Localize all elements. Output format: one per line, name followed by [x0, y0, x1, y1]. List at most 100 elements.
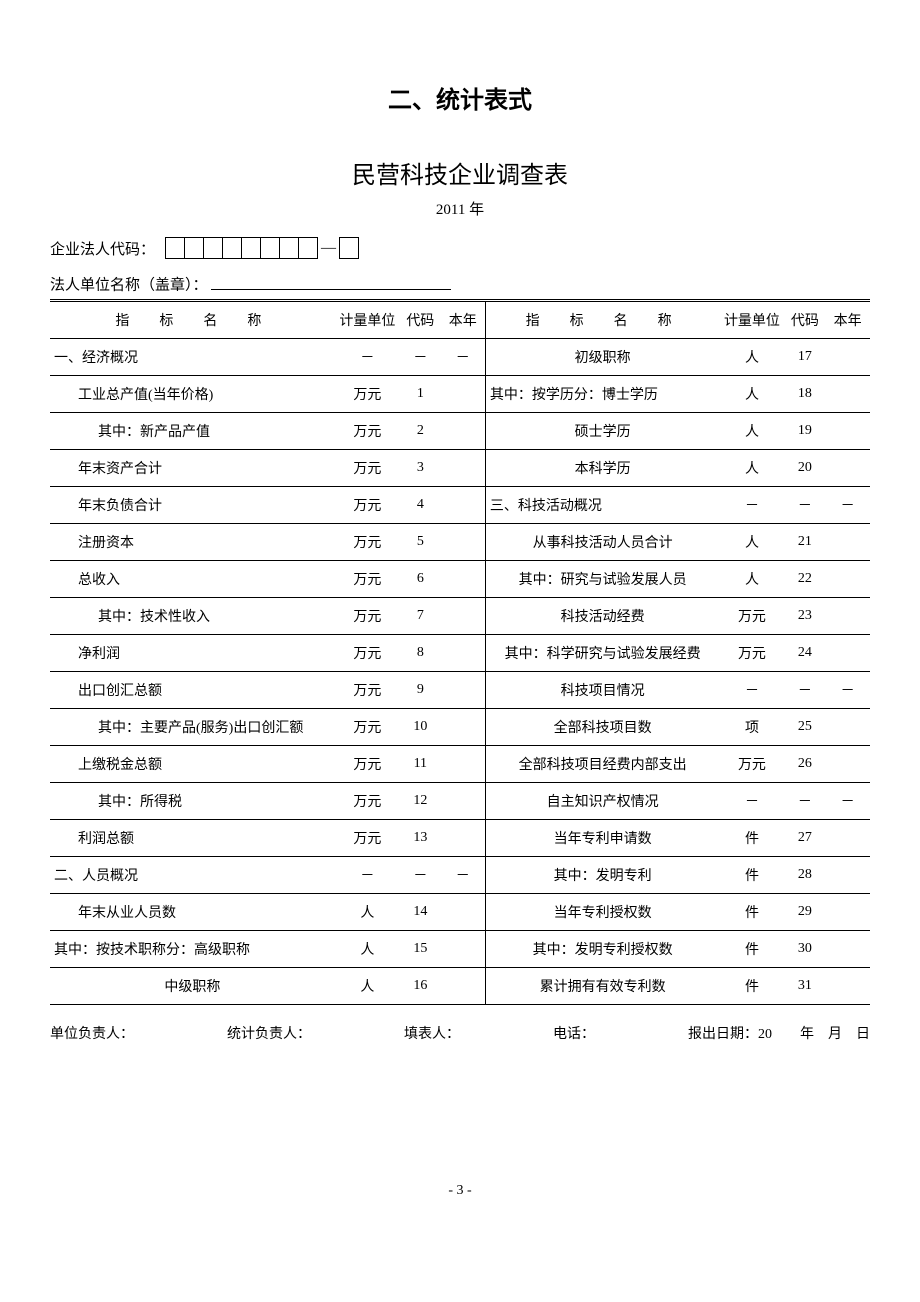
cell-value-left[interactable]	[441, 412, 486, 449]
cell-unit-left: 万元	[335, 819, 400, 856]
cell-unit-left: 万元	[335, 708, 400, 745]
cell-code-right: 20	[785, 449, 826, 486]
entity-name-field[interactable]	[211, 273, 451, 290]
cell-code-right: －	[785, 782, 826, 819]
cell-value-left[interactable]	[441, 782, 486, 819]
cell-unit-right: 项	[719, 708, 784, 745]
code-box[interactable]	[241, 237, 261, 259]
code-box[interactable]	[260, 237, 280, 259]
cell-value-left[interactable]	[441, 634, 486, 671]
cell-unit-left: 人	[335, 967, 400, 1004]
form-year: 2011 年	[50, 198, 870, 219]
table-row: 年末负债合计万元4三、科技活动概况－－－	[50, 486, 870, 523]
header-unit-right: 计量单位	[719, 300, 784, 338]
cell-value-right[interactable]: －	[825, 671, 870, 708]
cell-code-right: 23	[785, 597, 826, 634]
cell-indicator-left: 年末从业人员数	[50, 893, 335, 930]
cell-value-right[interactable]	[825, 634, 870, 671]
cell-value-left[interactable]	[441, 967, 486, 1004]
cell-unit-right: 人	[719, 449, 784, 486]
cell-code-right: 25	[785, 708, 826, 745]
cell-code-right: －	[785, 486, 826, 523]
cell-unit-right: －	[719, 486, 784, 523]
cell-code-left: 7	[400, 597, 441, 634]
cell-value-left[interactable]	[441, 523, 486, 560]
cell-indicator-left: 其中：新产品产值	[50, 412, 335, 449]
cell-indicator-left: 其中：主要产品(服务)出口创汇额	[50, 708, 335, 745]
cell-value-left[interactable]	[441, 893, 486, 930]
cell-value-right[interactable]	[825, 708, 870, 745]
cell-value-right[interactable]	[825, 338, 870, 375]
cell-value-left[interactable]	[441, 449, 486, 486]
cell-code-left: 8	[400, 634, 441, 671]
cell-value-left[interactable]	[441, 930, 486, 967]
cell-indicator-right: 其中：按学历分：博士学历	[485, 375, 719, 412]
footer-phone: 电话：	[553, 1023, 595, 1043]
cell-value-right[interactable]	[825, 560, 870, 597]
code-box[interactable]	[203, 237, 223, 259]
cell-indicator-right: 科技项目情况	[485, 671, 719, 708]
cell-unit-right: 万元	[719, 634, 784, 671]
code-box[interactable]	[279, 237, 299, 259]
cell-value-right[interactable]	[825, 597, 870, 634]
cell-code-left: 11	[400, 745, 441, 782]
cell-value-left[interactable]: －	[441, 856, 486, 893]
cell-value-right[interactable]: －	[825, 486, 870, 523]
cell-code-right: 24	[785, 634, 826, 671]
cell-indicator-left: 工业总产值(当年价格)	[50, 375, 335, 412]
cell-indicator-right: 全部科技项目经费内部支出	[485, 745, 719, 782]
footer-date: 报出日期：20 年 月 日	[688, 1023, 870, 1043]
footer-stat-head: 统计负责人：	[227, 1023, 311, 1043]
cell-unit-left: 万元	[335, 634, 400, 671]
cell-indicator-left: 其中：按技术职称分：高级职称	[50, 930, 335, 967]
cell-value-right[interactable]	[825, 819, 870, 856]
cell-value-left[interactable]	[441, 486, 486, 523]
cell-value-left[interactable]	[441, 708, 486, 745]
cell-value-left[interactable]: －	[441, 338, 486, 375]
cell-value-right[interactable]	[825, 375, 870, 412]
cell-value-left[interactable]	[441, 819, 486, 856]
cell-indicator-left: 其中：技术性收入	[50, 597, 335, 634]
code-box[interactable]	[222, 237, 242, 259]
cell-value-left[interactable]	[441, 671, 486, 708]
cell-code-right: 28	[785, 856, 826, 893]
cell-indicator-right: 科技活动经费	[485, 597, 719, 634]
cell-indicator-left: 注册资本	[50, 523, 335, 560]
cell-code-left: 16	[400, 967, 441, 1004]
cell-value-right[interactable]	[825, 930, 870, 967]
cell-value-right[interactable]	[825, 967, 870, 1004]
cell-value-right[interactable]	[825, 745, 870, 782]
cell-code-left: 15	[400, 930, 441, 967]
code-box[interactable]	[184, 237, 204, 259]
cell-unit-left: 万元	[335, 745, 400, 782]
cell-indicator-right: 从事科技活动人员合计	[485, 523, 719, 560]
cell-code-right: 27	[785, 819, 826, 856]
cell-value-right[interactable]	[825, 856, 870, 893]
cell-code-left: 6	[400, 560, 441, 597]
cell-indicator-left: 出口创汇总额	[50, 671, 335, 708]
code-box[interactable]	[298, 237, 318, 259]
cell-indicator-left: 一、经济概况	[50, 338, 335, 375]
code-box[interactable]	[339, 237, 359, 259]
code-box[interactable]	[165, 237, 185, 259]
cell-value-right[interactable]	[825, 523, 870, 560]
cell-code-right: 26	[785, 745, 826, 782]
cell-value-left[interactable]	[441, 597, 486, 634]
header-year-left: 本年	[441, 300, 486, 338]
cell-code-left: －	[400, 856, 441, 893]
cell-value-right[interactable]	[825, 449, 870, 486]
survey-table: 指 标 名 称 计量单位 代码 本年 指 标 名 称 计量单位 代码 本年 一、…	[50, 299, 870, 1005]
cell-unit-left: 万元	[335, 782, 400, 819]
cell-code-right: 17	[785, 338, 826, 375]
cell-value-right[interactable]	[825, 893, 870, 930]
cell-code-right: 22	[785, 560, 826, 597]
cell-indicator-right: 其中：科学研究与试验发展经费	[485, 634, 719, 671]
cell-code-left: 3	[400, 449, 441, 486]
cell-value-left[interactable]	[441, 375, 486, 412]
cell-value-right[interactable]	[825, 412, 870, 449]
cell-indicator-right: 其中：发明专利授权数	[485, 930, 719, 967]
cell-value-right[interactable]: －	[825, 782, 870, 819]
table-row: 其中：主要产品(服务)出口创汇额万元10全部科技项目数项25	[50, 708, 870, 745]
cell-value-left[interactable]	[441, 560, 486, 597]
cell-value-left[interactable]	[441, 745, 486, 782]
